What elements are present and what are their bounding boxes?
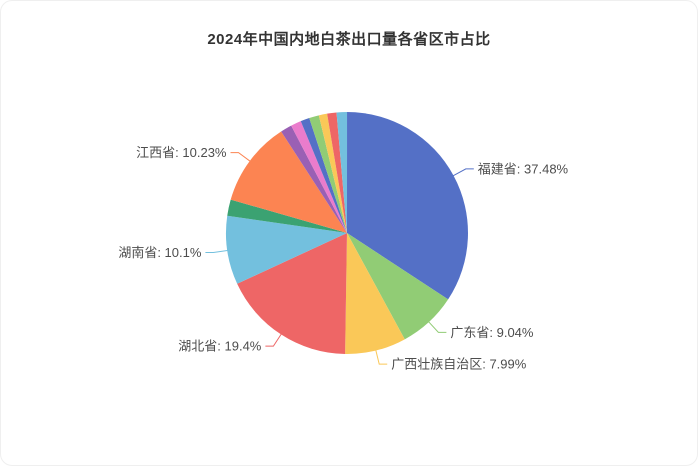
pie-slice-广东省[interactable] xyxy=(347,233,449,340)
pie-slice-small-9[interactable] xyxy=(300,118,347,233)
label-leader-line-福建省 xyxy=(452,168,474,177)
slice-label-广东省: 广东省: 9.04% xyxy=(450,325,534,340)
label-leader-line-湖北省 xyxy=(265,333,282,347)
slice-label-湖北省: 湖北省: 19.4% xyxy=(178,339,262,354)
pie-slice-small-11[interactable] xyxy=(318,113,347,233)
pie-slice-small-7[interactable] xyxy=(281,125,347,233)
pie-slice-湖南省[interactable] xyxy=(226,215,347,284)
pie-slice-江西省[interactable] xyxy=(230,131,347,233)
pie-slice-small-12[interactable] xyxy=(327,112,347,233)
pie-slice-small-5[interactable] xyxy=(227,199,347,233)
pie-slice-small-13[interactable] xyxy=(336,111,348,233)
slice-label-江西省: 江西省: 10.23% xyxy=(136,145,227,160)
slice-label-福建省: 福建省: 37.48% xyxy=(478,161,569,176)
label-leader-line-江西省 xyxy=(230,152,251,162)
label-leader-line-广东省 xyxy=(427,320,447,333)
pie-slice-福建省[interactable] xyxy=(347,112,468,300)
slice-label-湖南省: 湖南省: 10.1% xyxy=(118,245,202,260)
label-leader-line-湖南省 xyxy=(205,249,229,253)
chart-title: 2024年中国内地白茶出口量各省区市占比 xyxy=(207,31,491,48)
pie-slice-广西壮族自治区[interactable] xyxy=(345,233,405,355)
pie-slice-small-8[interactable] xyxy=(291,121,347,233)
label-leader-line-广西壮族自治区 xyxy=(375,349,388,365)
slice-label-广西壮族自治区: 广西壮族自治区: 7.99% xyxy=(391,357,527,372)
pie-slice-湖北省[interactable] xyxy=(237,233,347,354)
pie-slice-small-10[interactable] xyxy=(309,115,347,233)
